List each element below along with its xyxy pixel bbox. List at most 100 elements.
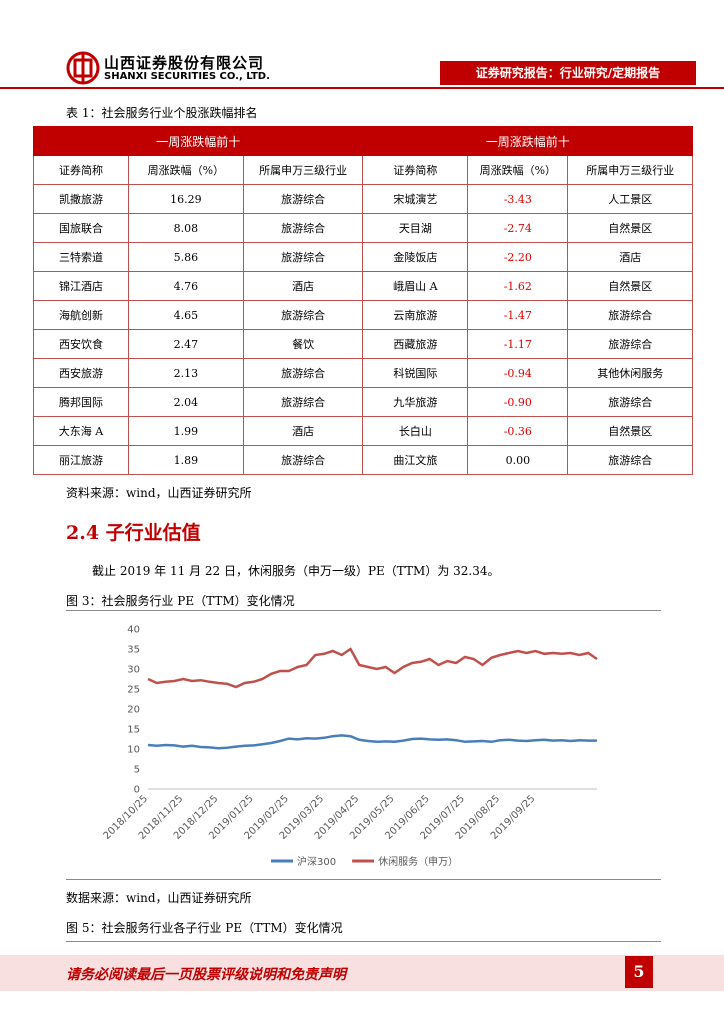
y-tick-label: 0 xyxy=(134,785,140,796)
legend-label: 休闲服务（申万） xyxy=(378,855,458,868)
table-cell: 自然景区 xyxy=(567,213,693,243)
table-cell: 自然景区 xyxy=(567,416,693,446)
y-tick-label: 30 xyxy=(127,665,140,676)
table-cell: 丽江旅游 xyxy=(33,445,129,475)
table-cell: 16.29 xyxy=(127,184,244,214)
y-tick-label: 25 xyxy=(127,685,140,696)
y-tick-label: 35 xyxy=(127,645,140,656)
table-cell: 九华旅游 xyxy=(362,387,469,417)
table-cell: 旅游综合 xyxy=(242,300,364,330)
chart: 05101520253035402018/10/252018/11/252018… xyxy=(102,625,598,868)
table-row: 凯撒旅游 16.29 旅游综合 宋城演艺 -3.43 人工景区 xyxy=(33,184,693,214)
table-cell: -2.74 xyxy=(467,213,569,243)
table-group-header: 一周涨跌幅前十 xyxy=(362,126,693,156)
table-cell: 腾邦国际 xyxy=(33,387,129,417)
column-header: 证券简称 xyxy=(362,155,469,185)
rule xyxy=(66,610,661,611)
table-cell: 旅游综合 xyxy=(242,445,364,475)
legend-label: 沪深300 xyxy=(297,855,336,868)
table-cell: 峨眉山 A xyxy=(362,271,469,301)
table-cell: 旅游综合 xyxy=(567,329,693,359)
table-cell: 其他休闲服务 xyxy=(567,358,693,388)
y-tick-label: 5 xyxy=(134,765,140,776)
series-line xyxy=(147,647,598,689)
y-tick-label: 40 xyxy=(127,625,140,636)
table-cell: 旅游综合 xyxy=(242,242,364,272)
series-line xyxy=(147,734,597,750)
table-row: 三特索道 5.86 旅游综合 金陵饭店 -2.20 酒店 xyxy=(33,242,693,272)
table-cell: 0.00 xyxy=(467,445,569,475)
header-rule xyxy=(0,87,724,89)
table-cell: -0.94 xyxy=(467,358,569,388)
table-cell: 海航创新 xyxy=(33,300,129,330)
table-cell: -1.17 xyxy=(467,329,569,359)
table-cell: 1.99 xyxy=(127,416,244,446)
table-cell: -0.36 xyxy=(467,416,569,446)
table-cell: 人工景区 xyxy=(567,184,693,214)
column-header: 周涨跌幅（%） xyxy=(127,155,244,185)
table-cell: 4.76 xyxy=(127,271,244,301)
table-cell: 天目湖 xyxy=(362,213,469,243)
table-cell: -1.62 xyxy=(467,271,569,301)
table-group-header: 一周涨跌幅前十 xyxy=(32,126,364,156)
table-cell: -0.90 xyxy=(467,387,569,417)
table-source: 资料来源：wind，山西证券研究所 xyxy=(66,486,252,500)
table-caption: 表 1：社会服务行业个股涨跌幅排名 xyxy=(66,106,258,120)
table-cell: 长白山 xyxy=(362,416,469,446)
table-cell: 西安饮食 xyxy=(33,329,129,359)
table-cell: 2.04 xyxy=(127,387,244,417)
table-cell: 凯撒旅游 xyxy=(33,184,129,214)
y-tick-label: 10 xyxy=(127,745,140,756)
table-cell: 西安旅游 xyxy=(33,358,129,388)
column-header: 所属申万三级行业 xyxy=(567,155,693,185)
table-cell: 云南旅游 xyxy=(362,300,469,330)
report-type: 证券研究报告：行业研究/定期报告 xyxy=(440,61,696,85)
table-row: 一周涨跌幅前十 一周涨跌幅前十 xyxy=(32,126,693,156)
table-cell: 旅游综合 xyxy=(567,445,693,475)
table-cell: 2.47 xyxy=(127,329,244,359)
table-cell: 自然景区 xyxy=(567,271,693,301)
y-tick-label: 20 xyxy=(127,705,140,716)
table-cell: 旅游综合 xyxy=(242,213,364,243)
figure-caption: 图 5：社会服务行业各子行业 PE（TTM）变化情况 xyxy=(66,921,343,935)
column-header: 证券简称 xyxy=(33,155,129,185)
table-cell: 旅游综合 xyxy=(242,358,364,388)
table-row: 大东海 A 1.99 酒店 长白山 -0.36 自然景区 xyxy=(33,416,693,446)
figure-source: 数据来源：wind，山西证券研究所 xyxy=(66,891,252,905)
table-row: 国旅联合 8.08 旅游综合 天目湖 -2.74 自然景区 xyxy=(33,213,693,243)
ranking-table: 一周涨跌幅前十 一周涨跌幅前十 证券简称 周涨跌幅（%） 所属申万三级行业 证券简称 周涨跌… xyxy=(32,126,693,475)
table-cell: 餐饮 xyxy=(242,329,364,359)
table-cell: 大东海 A xyxy=(33,416,129,446)
table-cell: 三特索道 xyxy=(33,242,129,272)
figure-caption: 图 3：社会服务行业 PE（TTM）变化情况 xyxy=(66,594,295,608)
table-cell: 旅游综合 xyxy=(242,387,364,417)
footer-band xyxy=(0,955,724,991)
table-cell: 西藏旅游 xyxy=(362,329,469,359)
table-cell: 酒店 xyxy=(242,271,364,301)
table-row: 海航创新 4.65 旅游综合 云南旅游 -1.47 旅游综合 xyxy=(33,300,693,330)
rule xyxy=(66,879,661,880)
table-row: 腾邦国际 2.04 旅游综合 九华旅游 -0.90 旅游综合 xyxy=(33,387,693,417)
table-cell: -3.43 xyxy=(467,184,569,214)
table-row: 西安旅游 2.13 旅游综合 科锐国际 -0.94 其他休闲服务 xyxy=(33,358,693,388)
column-header: 所属申万三级行业 xyxy=(242,155,364,185)
table-cell: 金陵饭店 xyxy=(362,242,469,272)
page-number: 5 xyxy=(625,956,653,988)
table-row: 丽江旅游 1.89 旅游综合 曲江文旅 0.00 旅游综合 xyxy=(33,445,693,475)
table-cell: 锦江酒店 xyxy=(33,271,129,301)
table-row: 锦江酒店 4.76 酒店 峨眉山 A -1.62 自然景区 xyxy=(33,271,693,301)
table-row: 证券简称 周涨跌幅（%） 所属申万三级行业 证券简称 周涨跌幅（%） 所属申万三级行业 xyxy=(33,155,693,185)
table-row: 西安饮食 2.47 餐饮 西藏旅游 -1.17 旅游综合 xyxy=(33,329,693,359)
table-cell: 国旅联合 xyxy=(33,213,129,243)
table-cell: 2.13 xyxy=(127,358,244,388)
table-cell: 旅游综合 xyxy=(567,387,693,417)
table-cell: 酒店 xyxy=(567,242,693,272)
table-cell: -1.47 xyxy=(467,300,569,330)
table-cell: 1.89 xyxy=(127,445,244,475)
company-en: SHANXI SECURITIES CO., LTD. xyxy=(104,71,270,82)
table-cell: 5.86 xyxy=(127,242,244,272)
table-cell: 旅游综合 xyxy=(242,184,364,214)
paragraph: 截止 2019 年 11 月 22 日，休闲服务（申万一级）PE（TTM）为 3… xyxy=(92,564,500,578)
table-cell: 曲江文旅 xyxy=(362,445,469,475)
